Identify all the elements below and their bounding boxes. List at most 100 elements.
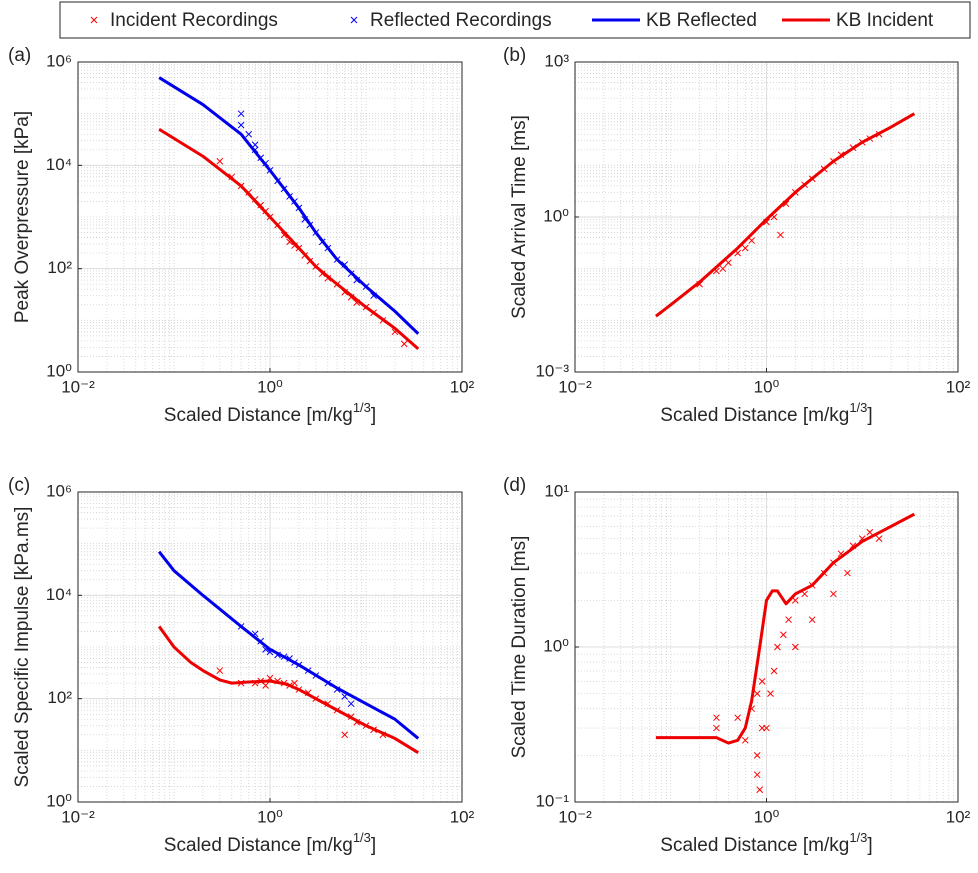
scatter-point [785,616,792,624]
scatter-point [791,643,799,651]
scatter-point [216,667,224,674]
x-tick-label: 10² [946,377,971,396]
x-axis-label-part: Scaled Distance [m/kg [660,835,849,856]
y-axis-label: Scaled Time Duration [ms] [509,536,530,759]
legend-marker [350,16,358,24]
y-axis-label: Peak Overpressure [kPa] [12,111,33,323]
scatter-point [719,265,727,273]
x-tick-label: 10⁻² [558,807,592,826]
scatter-point [770,667,778,675]
y-tick-label: 10⁻¹ [535,791,569,810]
axes-frame [77,61,463,373]
scatter-point [748,237,756,244]
curve [157,625,420,754]
panel-label: (d) [503,475,526,496]
y-tick-label: 10¹ [544,481,569,500]
x-tick-label: 10⁰ [754,377,780,396]
x-axis-label-part: 1/3 [849,830,867,845]
scatter-point [400,340,408,348]
axes-frame [574,491,959,803]
x-axis-label: Scaled Distance [m/kg1/3] [164,400,376,426]
scatter-point [713,724,720,732]
y-axis-label: Scaled Arrival Time [ms] [509,115,530,319]
x-axis-label: Scaled Distance [m/kg1/3] [660,400,872,426]
x-axis-label-part: Scaled Distance [m/kg [164,405,353,426]
axes-frame [574,61,959,373]
y-tick-label: 10⁻³ [535,361,569,380]
x-axis-label-part: Scaled Distance [m/kg [660,405,849,426]
x-tick-label: 10² [450,807,475,826]
x-axis-label-part: 1/3 [849,400,867,415]
scatter-point [216,157,224,165]
x-tick-label: 10² [450,377,475,396]
x-tick-label: 10⁰ [257,377,283,396]
axes-frame [77,491,463,803]
y-tick-label: 10⁰ [46,791,72,810]
x-axis-label-part: Scaled Distance [m/kg [164,835,353,856]
y-axis-label: Scaled Specific Impulse [kPa.ms] [12,507,33,788]
scatter-point [245,130,253,138]
y-tick-label: 10² [47,688,72,707]
y-tick-label: 10³ [544,51,569,70]
scatter-point [725,259,732,267]
legend-label: Reflected Recordings [370,10,552,31]
scatter-point [341,731,349,739]
legend-label: Incident Recordings [110,10,278,31]
x-axis-label-part: ] [867,835,872,856]
scatter-point [767,690,774,698]
panel-label: (c) [8,475,30,496]
x-tick-label: 10⁰ [257,807,283,826]
scatter-point [801,590,808,598]
x-axis-label-part: 1/3 [353,400,371,415]
scatter-point [734,714,742,722]
scatter-point [774,643,781,651]
panel-label: (a) [8,45,31,66]
scatter-point [753,771,761,779]
curve [158,127,420,351]
scatter-point [763,724,770,732]
panel-label: (b) [503,45,526,66]
x-tick-label: 10⁰ [754,807,780,826]
scatter-point [237,110,245,118]
scatter-point [251,141,259,149]
y-tick-label: 10⁶ [46,481,72,500]
scatter-point [844,569,851,577]
scatter-point [875,535,883,543]
x-tick-label: 10⁻² [61,807,95,826]
scatter-point [347,700,355,708]
scatter-point [753,751,761,759]
scatter-point [758,678,766,685]
scatter-point [741,244,749,252]
legend-marker [90,16,98,24]
x-axis-label-part: ] [371,835,376,856]
curve [157,550,420,740]
scatter-point [777,231,784,239]
scatter-point [741,736,749,744]
scatter-point [262,682,269,689]
y-tick-label: 10⁶ [46,51,72,70]
x-tick-label: 10⁻² [558,377,592,396]
scatter-point [866,528,874,536]
curve [655,512,916,745]
y-tick-label: 10⁴ [46,155,72,174]
x-axis-label-part: 1/3 [353,830,371,845]
x-tick-label: 10⁻² [61,377,95,396]
x-axis-label-part: ] [371,405,376,426]
scatter-point [237,121,245,129]
x-tick-label: 10² [946,807,971,826]
y-tick-label: 10⁰ [46,361,72,380]
y-tick-label: 10⁰ [543,206,569,225]
y-tick-label: 10⁰ [543,636,569,655]
scatter-point [753,690,761,698]
y-tick-label: 10⁴ [46,585,72,604]
scatter-point [830,590,837,598]
curve [655,112,916,318]
scatter-point [713,714,720,722]
x-axis-label: Scaled Distance [m/kg1/3] [660,830,872,856]
legend-label: KB Incident [836,10,934,31]
curve [158,76,420,335]
scatter-point [780,631,787,639]
scatter-point [791,596,799,604]
